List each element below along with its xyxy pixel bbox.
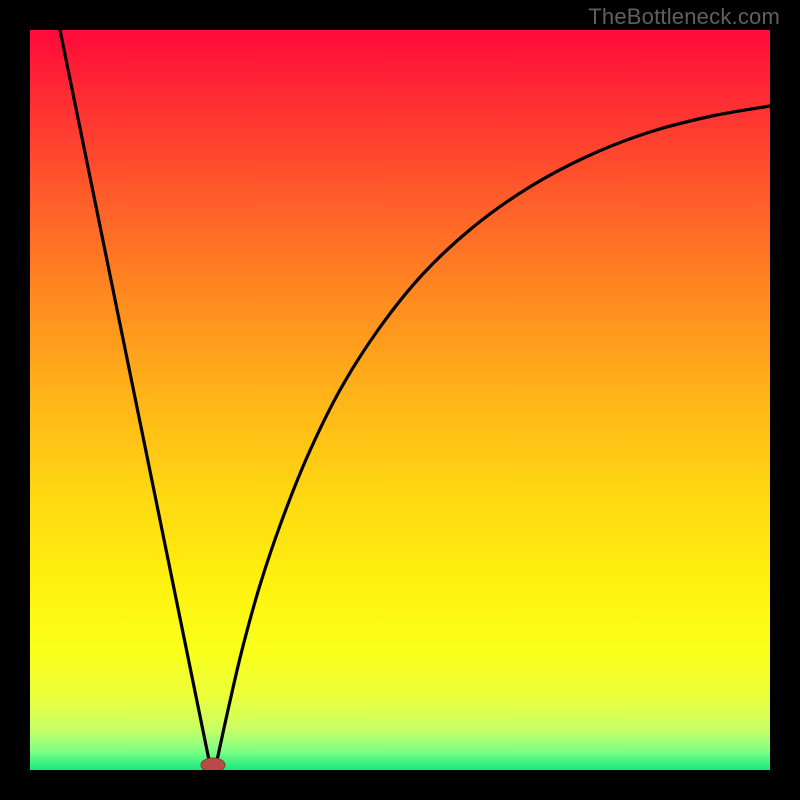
watermark-text: TheBottleneck.com	[588, 4, 780, 30]
curve-layer	[30, 30, 770, 770]
curve-left-branch	[60, 30, 210, 765]
trough-marker	[201, 758, 225, 770]
curve-right-branch	[216, 106, 770, 765]
chart-frame: TheBottleneck.com	[0, 0, 800, 800]
plot-area	[30, 30, 770, 770]
